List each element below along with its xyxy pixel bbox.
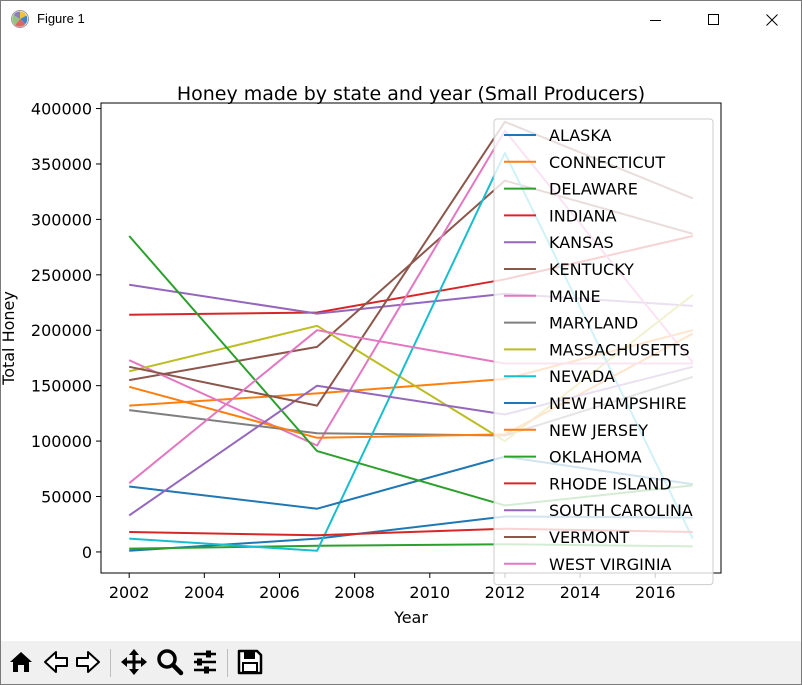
close-button[interactable] [743, 1, 801, 39]
maximize-button[interactable] [685, 1, 743, 39]
legend-entry: OKLAHOMA [549, 448, 642, 467]
legend-entry: NEW JERSEY [549, 421, 648, 440]
y-tick-label: 100000 [31, 432, 92, 451]
save-icon [237, 649, 263, 675]
configure-subplots-button[interactable] [190, 647, 220, 677]
back-button[interactable] [41, 647, 71, 677]
legend-entry: DELAWARE [549, 180, 638, 199]
x-tick-label: 2016 [635, 583, 676, 602]
forward-arrow-icon [76, 651, 100, 673]
y-tick-label: 300000 [31, 210, 92, 229]
back-arrow-icon [44, 651, 68, 673]
legend-entry: NEW HAMPSHIRE [549, 394, 687, 413]
legend-entry: MARYLAND [549, 314, 638, 333]
save-button[interactable] [235, 647, 265, 677]
zoom-button[interactable] [155, 647, 185, 677]
y-tick-label: 200000 [31, 321, 92, 340]
toolbar-separator [110, 649, 111, 677]
navigation-toolbar [1, 641, 801, 684]
x-tick-label: 2002 [109, 583, 150, 602]
chart-title: Honey made by state and year (Small Prod… [177, 83, 645, 105]
y-axis-label: Total Honey [1, 291, 18, 386]
line-chart: Honey made by state and year (Small Prod… [1, 83, 722, 627]
zoom-icon [157, 649, 184, 676]
x-tick-label: 2008 [334, 583, 375, 602]
x-tick-label: 2004 [184, 583, 225, 602]
legend-entry: RHODE ISLAND [549, 474, 672, 493]
pan-button[interactable] [119, 647, 149, 677]
title-bar: Figure 1 [1, 1, 801, 39]
legend-entry: ALASKA [549, 126, 612, 145]
legend-entry: INDIANA [549, 206, 617, 225]
legend-entry: VERMONT [549, 528, 630, 547]
forward-button[interactable] [73, 647, 103, 677]
y-tick-label: 350000 [31, 155, 92, 174]
legend-entry: MAINE [549, 287, 601, 306]
minimize-icon [650, 20, 661, 21]
close-icon [766, 14, 778, 26]
x-axis-label: Year [393, 608, 428, 627]
legend-entry: KENTUCKY [549, 260, 634, 279]
y-tick-label: 150000 [31, 377, 92, 396]
legend-entry: NEVADA [549, 367, 615, 386]
x-tick-label: 2014 [560, 583, 601, 602]
y-tick-label: 50000 [41, 488, 92, 507]
x-tick-label: 2006 [259, 583, 300, 602]
legend-box [493, 118, 714, 586]
figure-canvas[interactable]: Honey made by state and year (Small Prod… [1, 39, 801, 641]
legend-entry: MASSACHUSETTS [549, 340, 690, 359]
window-title: Figure 1 [37, 11, 85, 26]
toolbar-separator [227, 649, 228, 677]
pan-icon [121, 649, 147, 675]
legend-entry: WEST VIRGINIA [549, 555, 672, 574]
y-tick-label: 400000 [31, 100, 92, 119]
plot-frame [100, 102, 722, 574]
home-icon [10, 652, 32, 672]
legend-entry: CONNECTICUT [549, 153, 665, 172]
matplotlib-icon [11, 10, 29, 28]
legend-entry: KANSAS [549, 233, 614, 252]
x-tick-label: 2010 [409, 583, 450, 602]
x-tick-label: 2012 [485, 583, 526, 602]
legend-entry: SOUTH CAROLINA [549, 501, 693, 520]
maximize-icon [708, 14, 719, 25]
y-tick-label: 0 [82, 543, 92, 562]
configure-subplots-icon [194, 650, 216, 674]
minimize-button[interactable] [627, 1, 685, 39]
home-button[interactable] [6, 647, 36, 677]
y-tick-label: 250000 [31, 266, 92, 285]
